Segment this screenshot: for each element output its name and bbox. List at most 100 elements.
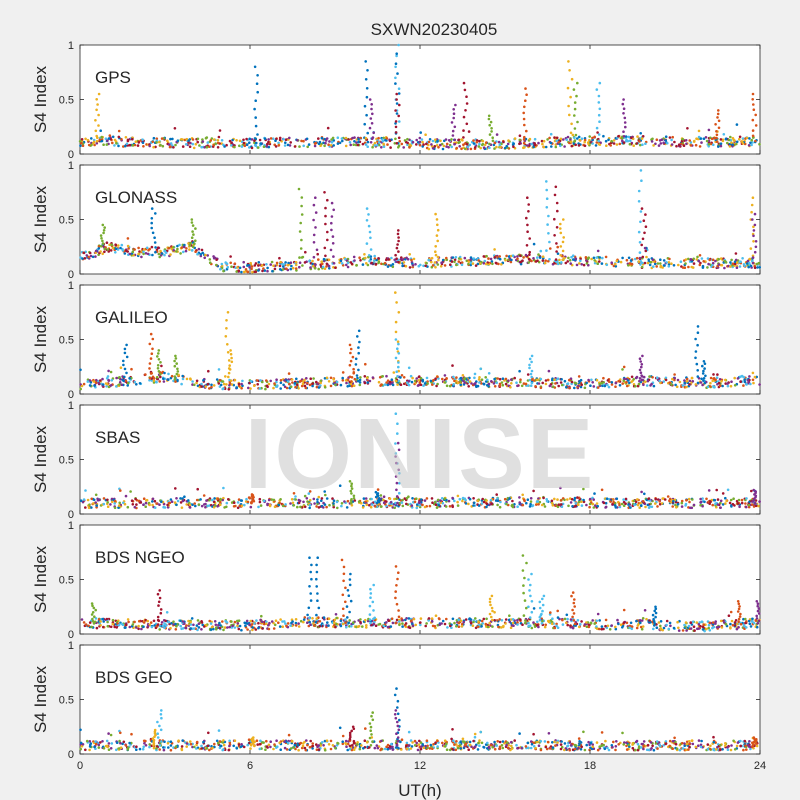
data-point: [638, 619, 642, 622]
data-point: [88, 384, 92, 387]
spike-point: [299, 221, 303, 225]
data-point: [488, 146, 491, 150]
data-point: [566, 617, 569, 621]
data-point: [90, 497, 93, 501]
spike-point: [754, 113, 757, 117]
spike-point: [229, 352, 233, 356]
data-point: [662, 141, 665, 145]
data-point: [583, 140, 586, 144]
data-point: [664, 135, 668, 138]
data-point: [142, 250, 145, 253]
data-point: [638, 140, 641, 143]
spike-point: [488, 133, 492, 136]
spike-point: [365, 95, 369, 99]
data-point: [206, 504, 209, 508]
spike-point: [491, 139, 495, 143]
data-point: [714, 502, 717, 505]
spike-point: [528, 357, 532, 361]
data-point: [508, 614, 511, 617]
spike-point: [639, 360, 642, 363]
spike-point: [395, 92, 399, 96]
spike-point: [370, 107, 373, 111]
data-point: [238, 266, 242, 270]
spike-point: [525, 93, 528, 96]
data-point: [352, 384, 356, 388]
data-point: [624, 497, 628, 501]
data-point: [477, 259, 481, 262]
data-point: [639, 501, 642, 505]
spike-point: [256, 74, 259, 77]
data-point: [556, 616, 560, 619]
data-point: [221, 620, 224, 623]
spike-point: [569, 95, 572, 99]
data-point: [86, 138, 90, 142]
data-point: [254, 628, 258, 631]
data-point: [294, 618, 298, 621]
data-point: [479, 367, 483, 371]
spike-point: [371, 112, 374, 116]
data-point: [733, 504, 736, 507]
data-point: [686, 127, 689, 130]
data-point: [218, 378, 222, 382]
data-point: [137, 141, 141, 144]
data-point: [659, 142, 663, 145]
data-point: [726, 141, 729, 145]
data-point: [721, 492, 725, 495]
spike-point: [546, 223, 549, 226]
data-point: [694, 143, 698, 147]
data-point: [293, 145, 297, 148]
data-point: [659, 258, 662, 262]
data-point: [672, 500, 675, 503]
data-point: [441, 147, 445, 151]
data-point: [208, 498, 211, 502]
data-point: [137, 627, 140, 631]
data-point: [415, 377, 419, 380]
data-point: [495, 381, 499, 385]
data-point: [140, 255, 143, 259]
data-point: [309, 377, 313, 381]
spike-point: [123, 351, 127, 355]
data-point: [707, 128, 711, 132]
data-point: [302, 144, 306, 148]
spike-point: [150, 352, 154, 356]
spike-point: [640, 207, 644, 210]
data-point: [661, 497, 664, 500]
data-point: [640, 490, 643, 494]
data-point: [240, 145, 244, 148]
data-point: [144, 505, 147, 509]
data-point: [601, 256, 604, 260]
data-point: [279, 381, 283, 385]
data-point: [681, 138, 685, 141]
data-point: [107, 137, 111, 140]
spike-point: [156, 367, 160, 370]
data-point: [480, 378, 484, 382]
data-point: [238, 139, 242, 143]
data-point: [724, 137, 728, 140]
data-point: [558, 258, 561, 262]
data-point: [179, 624, 182, 628]
data-point: [88, 621, 92, 624]
spike-point: [561, 249, 565, 253]
data-point: [582, 263, 586, 267]
data-point: [131, 250, 135, 254]
data-point: [386, 265, 390, 268]
spike-point: [224, 335, 228, 338]
data-point: [274, 139, 277, 142]
spike-point: [703, 362, 707, 366]
spike-point: [396, 347, 399, 351]
data-point: [497, 625, 500, 629]
data-point: [532, 621, 535, 624]
data-point: [361, 263, 365, 266]
spike-point: [154, 250, 157, 254]
data-point: [363, 253, 366, 256]
spike-point: [576, 120, 579, 124]
spike-point: [454, 103, 457, 107]
data-point: [698, 145, 702, 148]
data-point: [694, 383, 698, 386]
data-point: [593, 135, 596, 139]
data-point: [715, 488, 718, 492]
data-point: [711, 503, 714, 507]
data-point: [417, 379, 421, 382]
spike-point: [528, 237, 531, 240]
data-point: [668, 499, 671, 503]
